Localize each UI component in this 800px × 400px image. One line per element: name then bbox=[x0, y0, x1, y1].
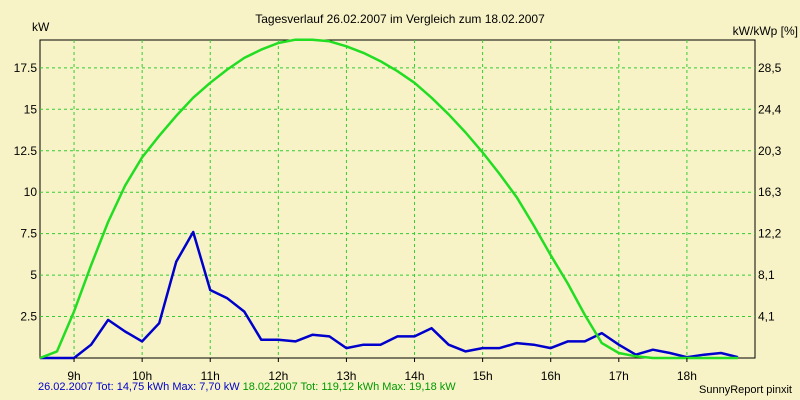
y-tick-label-left: 12.5 bbox=[14, 144, 38, 158]
legend: 26.02.2007 Tot: 14,75 kWh Max: 7,70 kW 1… bbox=[38, 381, 456, 393]
legend-series-1: 26.02.2007 Tot: 14,75 kWh Max: 7,70 kW bbox=[38, 381, 243, 393]
grid bbox=[40, 40, 755, 358]
y-tick-label-right: 24,4 bbox=[758, 102, 782, 116]
y-tick-label-right: 28,5 bbox=[758, 61, 782, 75]
y-tick-label-right: 20,3 bbox=[758, 144, 782, 158]
axes: 9h 10h 11h 12h 13h 14h 15h 16h 17h 18h 2.5 4,1 5 8,1 7… bbox=[14, 61, 782, 383]
x-tick-label: 11h bbox=[201, 369, 220, 383]
x-tick-label: 15h bbox=[473, 369, 493, 383]
x-tick-label: 16h bbox=[541, 369, 561, 383]
x-tick-label: 13h bbox=[336, 369, 356, 383]
x-tick-label: 14h bbox=[405, 369, 425, 383]
y-tick-label-right: 16,3 bbox=[758, 185, 782, 199]
y-axis-label-left: kW bbox=[32, 20, 50, 34]
y-tick-label-left: 10 bbox=[24, 185, 38, 199]
y-tick-label-right: 8,1 bbox=[758, 268, 775, 282]
y-tick-label-left: 17.5 bbox=[14, 61, 38, 75]
series-line-2 bbox=[39, 38, 738, 360]
y-tick-label-left: 2.5 bbox=[20, 310, 37, 324]
credit-text: SunnyReport pinxit bbox=[699, 384, 792, 396]
x-tick-label: 10h bbox=[132, 369, 152, 383]
y-tick-label-right: 4,1 bbox=[758, 310, 775, 324]
y-axis-label-right: kW/kWp [%] bbox=[733, 24, 798, 38]
x-tick-label: 12h bbox=[268, 369, 288, 383]
x-tick-label: 17h bbox=[609, 369, 629, 383]
y-tick-label-left: 15 bbox=[24, 102, 38, 116]
y-tick-label-left: 7.5 bbox=[20, 227, 37, 241]
legend-series-2: 18.02.2007 Tot: 119,12 kWh Max: 19,18 kW bbox=[242, 381, 456, 393]
chart-title: Tagesverlauf 26.02.2007 im Vergleich zum… bbox=[255, 12, 545, 26]
y-tick-label-right: 12,2 bbox=[758, 227, 782, 241]
y-tick-label-left: 5 bbox=[30, 268, 37, 282]
x-tick-label: 18h bbox=[677, 369, 697, 383]
plot-area bbox=[39, 39, 756, 359]
series-line-1 bbox=[40, 230, 739, 360]
x-tick-label: 9h bbox=[67, 369, 80, 383]
series-group bbox=[39, 38, 739, 360]
